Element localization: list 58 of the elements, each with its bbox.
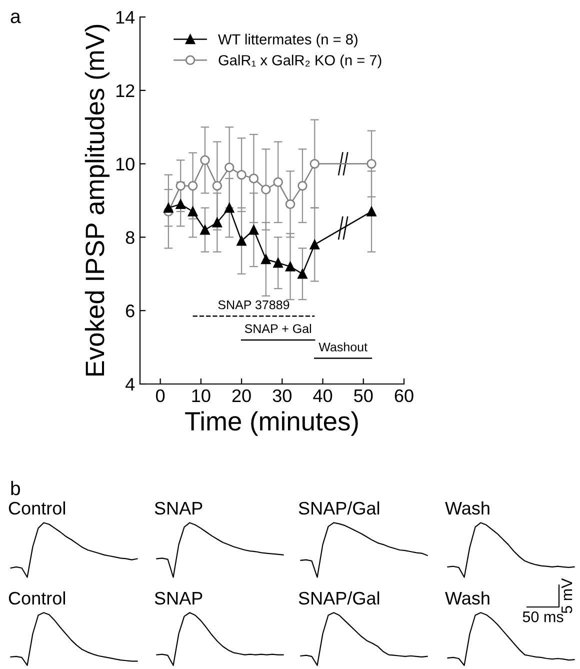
point — [224, 162, 234, 172]
point — [310, 158, 320, 169]
chart-title: SNAP/Gal — [298, 501, 380, 515]
point — [366, 158, 376, 169]
x-tick-label: 60 — [394, 389, 414, 402]
y-tick-label: 10 — [116, 158, 134, 171]
chart-title: Control — [8, 501, 65, 515]
series-label: SNAP 37889 — [218, 300, 290, 310]
x-tick-label: 20 — [232, 389, 251, 402]
point — [188, 206, 198, 216]
point — [224, 202, 234, 213]
point — [310, 240, 320, 250]
annotation: 5 mV — [562, 578, 572, 614]
point — [285, 199, 296, 210]
y-tick-label: 4 — [126, 378, 135, 391]
chart-title: SNAP/Gal — [298, 591, 380, 605]
chart-title: Wash — [445, 591, 490, 605]
legend-label: GalR₁ x GalR₂ KO (n = 7) — [218, 54, 382, 68]
point — [366, 206, 376, 216]
chart-title: SNAP — [154, 502, 202, 515]
chart-title: SNAP — [154, 592, 202, 605]
y-tick-label: 14 — [116, 11, 135, 24]
point — [285, 262, 296, 272]
point — [188, 180, 198, 191]
point — [200, 225, 210, 235]
point — [261, 184, 271, 194]
x-tick-label: 50 — [354, 389, 373, 402]
chart-title: a — [10, 12, 21, 24]
y-axis-title: Evoked IPSP amplitudes (mV) — [84, 24, 110, 376]
series-label: SNAP + Gal — [244, 324, 312, 334]
x-tick-label: 10 — [192, 389, 210, 402]
point — [176, 199, 186, 210]
x-tick-label: 30 — [272, 389, 292, 402]
point — [236, 170, 246, 180]
point — [248, 225, 259, 235]
series-label: Washout — [318, 342, 368, 352]
point — [236, 236, 246, 246]
x-axis-title: Time (minutes) — [185, 411, 358, 436]
point — [248, 174, 259, 184]
point — [212, 180, 222, 191]
chart-title: Control — [8, 591, 65, 605]
point — [273, 258, 283, 268]
y-tick-label: 12 — [116, 84, 134, 97]
y-tick-label: 8 — [126, 231, 134, 244]
x-tick-label: 0 — [156, 389, 165, 402]
point — [164, 202, 174, 213]
y-tick-label: 6 — [126, 304, 134, 318]
point — [298, 269, 308, 279]
text: b — [11, 480, 20, 496]
point — [261, 254, 271, 264]
point — [176, 180, 186, 191]
point — [273, 177, 283, 188]
chart-title: Wash — [445, 501, 490, 515]
x-tick-label: 40 — [313, 389, 332, 402]
point — [212, 218, 222, 228]
point — [298, 180, 308, 191]
legend-label: WT littermates (n = 8) — [218, 34, 358, 48]
point — [200, 155, 210, 165]
